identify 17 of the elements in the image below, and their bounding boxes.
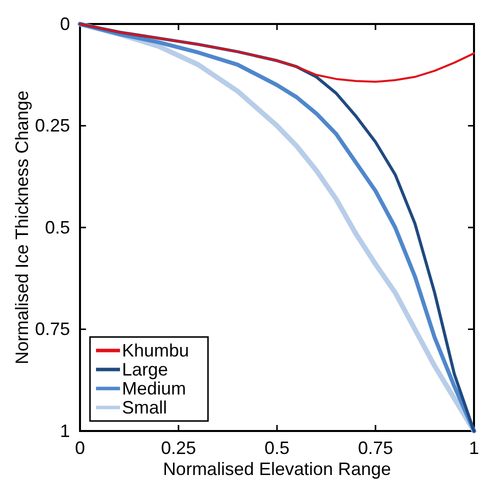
- legend-label: Small: [122, 398, 168, 418]
- y-tick-label: 1: [60, 420, 70, 441]
- y-tick-label: 0: [60, 14, 70, 34]
- y-axis-title: Normalised Ice Thickness Change: [12, 90, 32, 364]
- x-axis-title: Normalised Elevation Range: [162, 459, 392, 479]
- y-tick-label: 0.25: [34, 116, 70, 136]
- line-series: [79, 23, 475, 83]
- x-tick-label: 0.25: [160, 438, 196, 458]
- x-tick-label: 1: [468, 438, 480, 458]
- x-tick-label: 0: [74, 438, 86, 458]
- legend-label: Large: [122, 360, 168, 380]
- x-tick-label: 0.75: [358, 438, 394, 458]
- x-tick-label: 0.5: [264, 438, 290, 458]
- y-tick-label: 0.75: [34, 319, 70, 340]
- y-tick-label: 0.5: [44, 217, 70, 238]
- legend-label: Khumbu: [122, 340, 190, 360]
- legend-label: Medium: [122, 378, 186, 398]
